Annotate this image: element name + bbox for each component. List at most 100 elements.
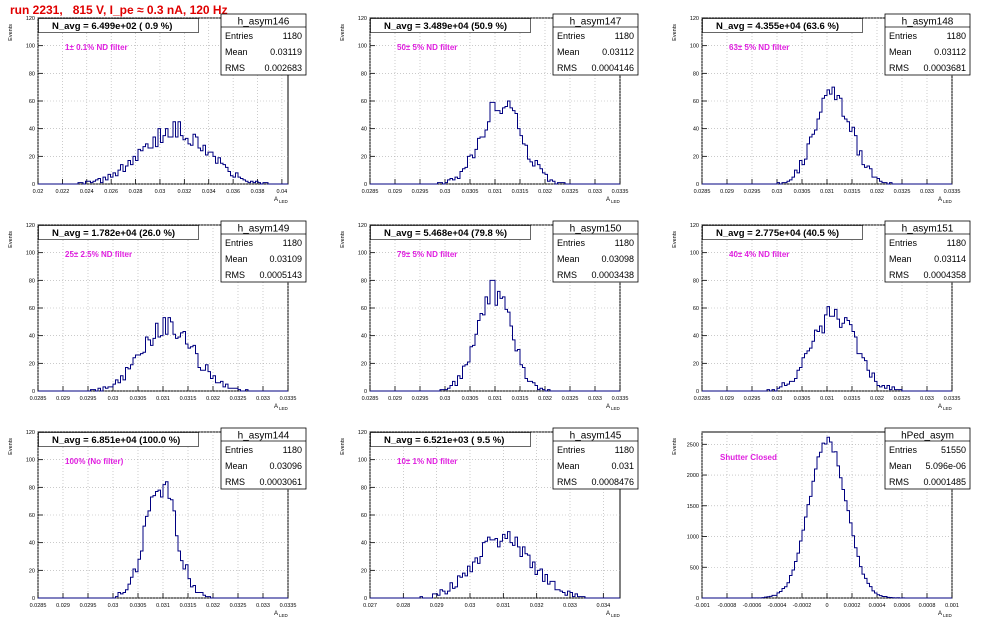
x-tick-label: 0.03	[155, 189, 166, 195]
x-tick-label: 0.026	[104, 189, 118, 195]
x-axis-label: A	[606, 404, 610, 410]
histogram-title: N_avg = 6.851e+04 (100.0 %)	[52, 435, 180, 446]
x-tick-label: 0.0325	[894, 189, 911, 195]
y-axis-label: Events	[672, 438, 678, 455]
x-axis-label-subscript: LED	[943, 199, 953, 204]
y-tick-label: 20	[361, 154, 367, 160]
y-tick-label: 0	[364, 182, 367, 188]
x-tick-label: 0.031	[156, 603, 170, 609]
stats-label: Entries	[889, 445, 918, 455]
x-tick-label: 0.0335	[944, 396, 961, 402]
stats-value: 1180	[947, 238, 966, 248]
histogram-bars	[370, 279, 620, 392]
x-tick-label: 0.031	[820, 189, 834, 195]
y-axis-label: Events	[672, 231, 678, 248]
filter-label: 10± 1% ND filter	[397, 457, 457, 466]
y-tick-label: 80	[361, 485, 367, 491]
page-title: run 2231, 815 V, I_pe ≈ 0.3 nA, 120 Hz	[10, 3, 228, 17]
y-tick-label: 100	[358, 458, 367, 464]
y-tick-label: 120	[690, 223, 699, 229]
histogram-name: h_asym144	[238, 431, 290, 442]
y-tick-label: 0	[696, 389, 699, 395]
y-tick-label: 60	[29, 306, 35, 312]
stats-value: 0.03119	[270, 47, 302, 57]
stats-value: 5.096e-06	[925, 461, 966, 471]
y-tick-label: 120	[358, 223, 367, 229]
x-tick-label: 0.031	[156, 396, 170, 402]
stats-value: 0.002683	[264, 63, 302, 73]
stats-label: RMS	[557, 63, 577, 73]
title-box	[370, 18, 531, 33]
stats-box	[552, 13, 639, 76]
x-tick-label: 0.03	[440, 189, 451, 195]
x-tick-label: 0.033	[256, 396, 270, 402]
x-tick-label: 0.0335	[280, 396, 297, 402]
x-tick-label: 0.029	[388, 189, 402, 195]
histogram-bars	[38, 317, 288, 392]
stats-label: RMS	[889, 270, 909, 280]
y-tick-label: 0	[696, 596, 699, 602]
x-tick-label: 0.0315	[844, 189, 861, 195]
x-tick-label: 0.0305	[794, 189, 811, 195]
histogram-name: hPed_asym	[901, 431, 954, 442]
stats-label: Mean	[225, 254, 248, 264]
x-tick-label: 0.0285	[694, 396, 711, 402]
x-tick-label: 0.0315	[180, 396, 197, 402]
histogram-bars	[370, 100, 620, 185]
x-tick-label: 0.0295	[744, 189, 761, 195]
title-box	[38, 18, 199, 33]
y-tick-label: 60	[29, 99, 35, 105]
filter-label: 79± 5% ND filter	[397, 250, 457, 259]
histogram-name: h_asym146	[238, 17, 290, 28]
histogram-bars	[370, 531, 620, 599]
histogram-bars	[702, 436, 952, 599]
title-box	[38, 432, 199, 447]
x-axis-label: A	[606, 197, 610, 203]
x-tick-label: 0.033	[256, 603, 270, 609]
x-tick-label: 0.0335	[612, 189, 629, 195]
stats-label: Mean	[557, 47, 580, 57]
x-tick-label: 0.0295	[80, 396, 97, 402]
stats-box	[220, 427, 307, 490]
stats-value: 0.0001485	[923, 477, 966, 487]
stats-box	[220, 13, 307, 76]
x-tick-label: -0.0002	[793, 603, 812, 609]
title-box	[702, 18, 863, 33]
x-tick-label: 0.03	[772, 189, 783, 195]
histogram-name: h_asym148	[902, 17, 954, 28]
title-box	[38, 225, 199, 240]
x-axis-label: A	[938, 611, 942, 617]
title-box	[702, 225, 863, 240]
x-tick-label: 0.032	[206, 396, 220, 402]
y-tick-label: 20	[361, 568, 367, 574]
stats-value: 0.03098	[601, 254, 634, 264]
x-tick-label: 0.027	[363, 603, 377, 609]
stats-box	[552, 220, 639, 283]
y-tick-label: 120	[358, 16, 367, 22]
y-tick-label: 120	[358, 430, 367, 436]
x-tick-label: 0.0305	[462, 189, 479, 195]
x-tick-label: 0.03	[108, 603, 119, 609]
histogram-title: N_avg = 5.468e+04 (79.8 %)	[384, 228, 507, 239]
filter-label: 1± 0.1% ND filter	[65, 43, 128, 52]
x-tick-label: -0.0004	[768, 603, 787, 609]
histogram-bars	[38, 481, 288, 599]
histogram-panel-h_asym147: 0.0285 0.029 0.0295 0.03 0.0305 0.031 0.0315 0.…	[340, 13, 639, 204]
stats-value: 0.03112	[934, 47, 966, 57]
x-tick-label: 0.029	[720, 189, 734, 195]
stats-label: RMS	[225, 63, 245, 73]
stats-label: Entries	[889, 31, 918, 41]
x-tick-label: 0.0325	[230, 396, 247, 402]
stats-label: Mean	[557, 461, 580, 471]
y-tick-label: 80	[361, 278, 367, 284]
y-tick-label: 100	[358, 44, 367, 50]
x-axis-label-subscript: LED	[611, 406, 621, 411]
x-tick-label: 0.032	[870, 396, 884, 402]
stats-value: 51550	[941, 445, 966, 455]
x-tick-label: 0.028	[396, 603, 410, 609]
y-tick-label: 60	[361, 99, 367, 105]
histogram-panel-h_asym150: 0.0285 0.029 0.0295 0.03 0.0305 0.031 0.0315 0.…	[340, 220, 639, 411]
y-tick-label: 80	[29, 485, 35, 491]
y-tick-label: 40	[29, 127, 35, 133]
stats-label: Mean	[225, 47, 248, 57]
